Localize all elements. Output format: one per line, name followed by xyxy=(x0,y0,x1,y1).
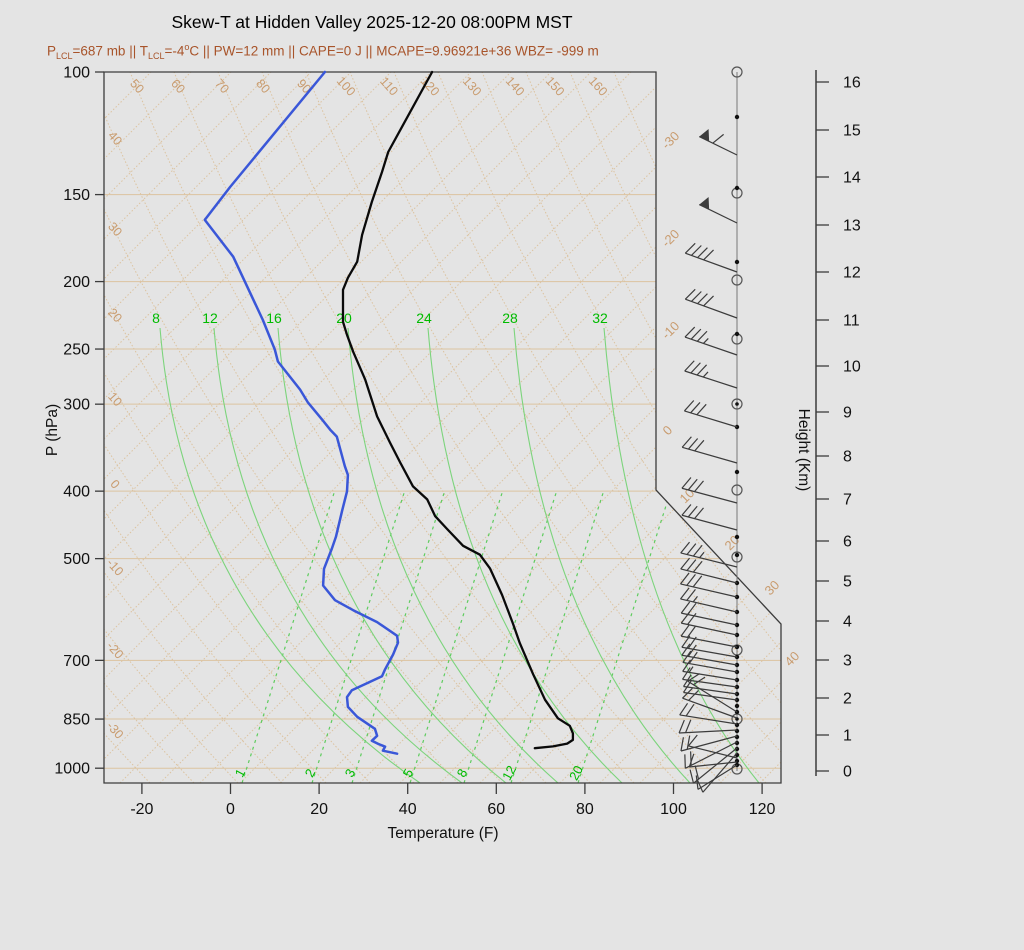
svg-text:3: 3 xyxy=(843,653,852,670)
svg-text:20: 20 xyxy=(105,305,125,325)
svg-text:30: 30 xyxy=(105,219,125,239)
svg-text:12: 12 xyxy=(499,763,519,783)
svg-text:100: 100 xyxy=(660,801,687,818)
svg-text:-20: -20 xyxy=(659,226,683,250)
svg-text:300: 300 xyxy=(63,397,90,414)
chart-subtitle-parameters: PLCL=687 mb || TLCL=-4oC || PW=12 mm || … xyxy=(47,42,599,61)
svg-text:16: 16 xyxy=(266,310,282,326)
dewpoint-curve xyxy=(203,70,400,755)
svg-text:500: 500 xyxy=(63,551,90,568)
svg-text:P (hPa): P (hPa) xyxy=(44,404,61,456)
svg-text:-30: -30 xyxy=(104,719,127,742)
svg-text:20: 20 xyxy=(722,532,743,553)
svg-text:12: 12 xyxy=(843,265,861,282)
svg-text:40: 40 xyxy=(782,648,803,669)
temperature-axis: -20 0 20 40 60 80 100 120 Temperature (F) xyxy=(130,783,776,842)
mixing-ratio-lines xyxy=(241,489,672,783)
svg-text:150: 150 xyxy=(63,187,90,204)
subtitle-segment: =687 mb || T xyxy=(72,43,148,59)
svg-text:140: 140 xyxy=(503,74,527,99)
svg-text:14: 14 xyxy=(843,170,861,187)
svg-text:40: 40 xyxy=(399,801,417,818)
svg-text:Height (Km): Height (Km) xyxy=(795,409,812,492)
svg-text:40: 40 xyxy=(105,128,125,148)
svg-text:400: 400 xyxy=(63,484,90,501)
svg-text:20: 20 xyxy=(566,763,586,783)
svg-text:850: 850 xyxy=(63,712,90,729)
svg-text:0: 0 xyxy=(843,764,852,781)
svg-text:24: 24 xyxy=(416,310,432,326)
tan-labels: 50 60 70 80 90 100 110 120 130 140 150 160403020100… xyxy=(104,74,803,742)
moist-adiabat-lines xyxy=(159,327,760,783)
svg-text:20: 20 xyxy=(310,801,328,818)
wind-barbs xyxy=(678,66,743,793)
svg-text:-10: -10 xyxy=(104,556,127,579)
dry-adiabat-lines xyxy=(104,72,781,783)
svg-text:0: 0 xyxy=(226,801,235,818)
svg-text:32: 32 xyxy=(592,310,608,326)
svg-text:-30: -30 xyxy=(659,128,683,152)
svg-text:28: 28 xyxy=(502,310,518,326)
chart-title: Skew-T at Hidden Valley 2025-12-20 08:00… xyxy=(171,12,573,32)
subtitle-segment: P xyxy=(47,43,57,59)
svg-text:-20: -20 xyxy=(130,801,153,818)
plot-border xyxy=(103,71,782,784)
svg-text:10: 10 xyxy=(677,485,698,506)
svg-text:110: 110 xyxy=(377,74,401,98)
svg-text:100: 100 xyxy=(334,74,358,99)
svg-text:10: 10 xyxy=(843,359,861,376)
svg-text:Temperature (F): Temperature (F) xyxy=(387,825,498,842)
svg-text:6: 6 xyxy=(843,534,852,551)
svg-text:0: 0 xyxy=(660,422,676,438)
svg-text:250: 250 xyxy=(63,342,90,359)
subtitle-segment: =-4 xyxy=(164,43,185,59)
svg-text:10: 10 xyxy=(105,389,125,409)
svg-text:-20: -20 xyxy=(104,639,127,662)
svg-text:90: 90 xyxy=(294,76,314,96)
svg-text:150: 150 xyxy=(543,74,567,99)
svg-text:4: 4 xyxy=(843,614,852,631)
svg-text:8: 8 xyxy=(843,449,852,466)
svg-text:700: 700 xyxy=(63,653,90,670)
svg-text:70: 70 xyxy=(212,76,232,96)
svg-text:12: 12 xyxy=(202,310,218,326)
svg-text:13: 13 xyxy=(843,218,861,235)
pressure-axis: 100 150 200 250 300 400 500 700 850 1000 P (hPa) xyxy=(44,65,104,778)
svg-text:1000: 1000 xyxy=(54,761,90,778)
svg-text:11: 11 xyxy=(843,313,860,330)
svg-text:7: 7 xyxy=(843,492,852,509)
svg-text:80: 80 xyxy=(253,76,273,96)
svg-text:80: 80 xyxy=(576,801,594,818)
svg-text:2: 2 xyxy=(843,691,852,708)
svg-text:9: 9 xyxy=(843,405,852,422)
svg-text:1: 1 xyxy=(843,728,852,745)
svg-text:200: 200 xyxy=(63,274,90,291)
isotherm-lines xyxy=(104,72,781,783)
subtitle-segment: LCL xyxy=(147,51,165,62)
svg-text:60: 60 xyxy=(168,76,188,96)
svg-text:16: 16 xyxy=(843,75,861,92)
svg-text:120: 120 xyxy=(749,801,776,818)
svg-text:100: 100 xyxy=(63,65,90,82)
svg-text:160: 160 xyxy=(586,74,610,99)
svg-text:0: 0 xyxy=(107,477,122,492)
subtitle-segment: LCL xyxy=(56,51,73,62)
svg-text:60: 60 xyxy=(487,801,505,818)
subtitle-segment: o xyxy=(184,42,190,52)
svg-text:130: 130 xyxy=(460,74,484,99)
subtitle-segment: C || PW=12 mm || CAPE=0 J || MCAPE=9.969… xyxy=(189,43,599,59)
svg-text:8: 8 xyxy=(152,310,160,326)
svg-text:30: 30 xyxy=(762,577,783,598)
svg-text:5: 5 xyxy=(843,574,852,591)
svg-text:15: 15 xyxy=(843,123,861,140)
svg-text:-10: -10 xyxy=(659,318,683,342)
temperature-curve xyxy=(341,70,575,750)
